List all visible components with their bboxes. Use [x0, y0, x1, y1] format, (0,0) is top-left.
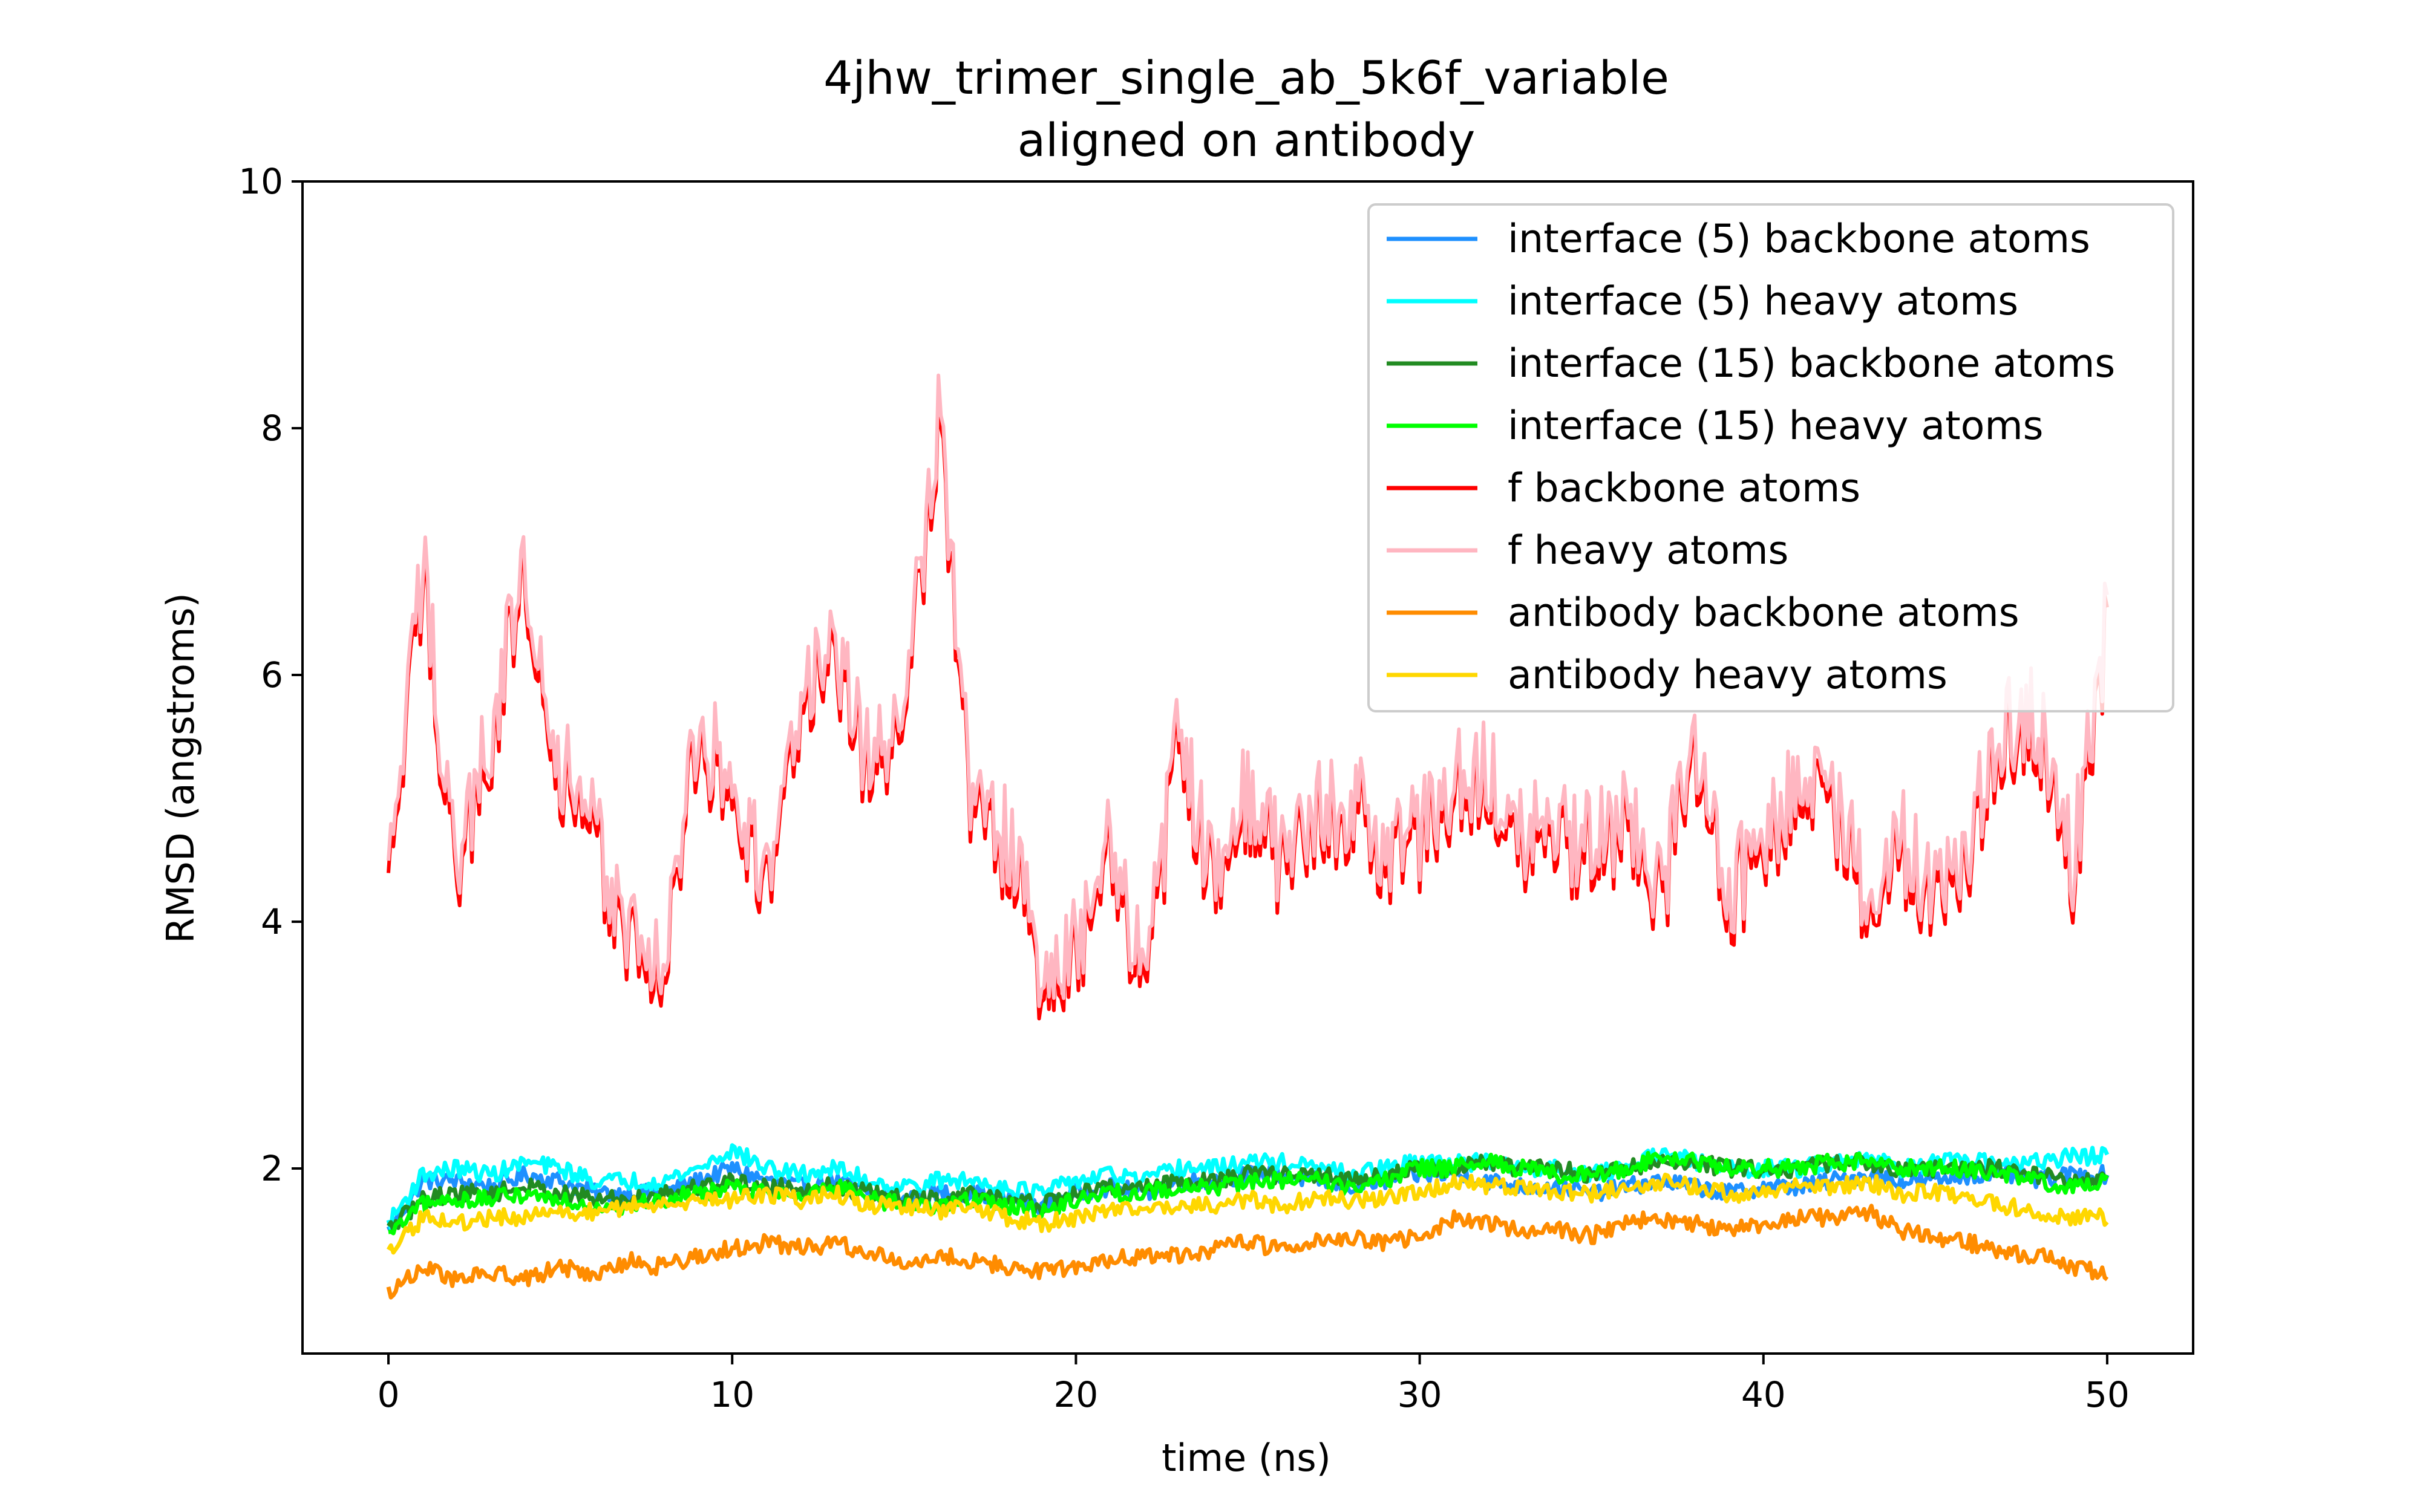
series-line-antibody-backbone-atoms: [386, 1204, 2109, 1300]
legend-label-antibody-heavy-atoms: antibody heavy atoms: [1508, 653, 1947, 698]
legend-box: [1367, 203, 2174, 712]
series-layer: [386, 373, 2110, 1300]
legend-label-interface-15-heavy-atoms: interface (15) heavy atoms: [1508, 403, 2044, 449]
y-tick-label: 2: [261, 1148, 283, 1189]
y-tick-label: 10: [238, 161, 283, 202]
x-tick-label: 50: [2085, 1374, 2130, 1415]
y-tick-label: 8: [261, 408, 283, 449]
legend-label-interface-5-backbone-atoms: interface (5) backbone atoms: [1508, 217, 2090, 262]
x-tick-label: 20: [1054, 1374, 1099, 1415]
x-tick-label: 0: [378, 1374, 400, 1415]
legend-label-f-backbone-atoms: f backbone atoms: [1508, 466, 1860, 511]
chart-title: 4jhw_trimer_single_ab_5k6f_variable: [823, 51, 1669, 105]
series-line-f-heavy-atoms: [387, 373, 2109, 1008]
legend: interface (5) backbone atoms interface (5…: [1367, 203, 2174, 712]
x-axis-label: time (ns): [1162, 1436, 1331, 1480]
legend-label-antibody-backbone-atoms: antibody backbone atoms: [1508, 590, 2019, 636]
legend-label-interface-15-backbone-atoms: interface (15) backbone atoms: [1508, 341, 2115, 386]
x-tick-label: 40: [1741, 1374, 1786, 1415]
legend-label-f-heavy-atoms: f heavy atoms: [1508, 528, 1788, 573]
x-tick-label: 30: [1398, 1374, 1442, 1415]
y-axis-label: RMSD (angstroms): [159, 593, 203, 943]
y-tick-label: 6: [261, 654, 283, 696]
legend-label-interface-5-heavy-atoms: interface (5) heavy atoms: [1508, 279, 2018, 324]
x-axis: 0 10 20 30 40 50: [378, 1354, 2130, 1415]
y-tick-label: 4: [261, 901, 283, 942]
series-line-interface-5-heavy-atoms: [386, 1143, 2110, 1231]
series-line-antibody-heavy-atoms: [386, 1172, 2109, 1255]
plot-frame: [301, 180, 2194, 1355]
x-tick-label: 10: [710, 1374, 754, 1415]
chart-subtitle: aligned on antibody: [1018, 113, 1476, 167]
series-line-interface-15-heavy-atoms: [388, 1151, 2109, 1236]
y-axis: 2 4 6 8 10: [238, 161, 302, 1189]
